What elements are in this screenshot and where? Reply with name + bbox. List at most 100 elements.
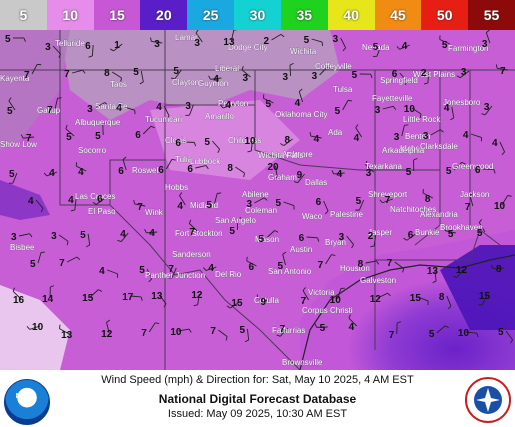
wind-speed-value: 3 (394, 132, 400, 143)
wind-barb (372, 45, 382, 57)
issued-time: Issued: May 09 2025, 10:30 AM EST (167, 408, 348, 420)
city-label: Dodge City (228, 43, 268, 52)
wind-speed-value: 3 (246, 199, 252, 210)
city-label: Albuquerque (75, 118, 121, 127)
noaa-logo-icon[interactable] (4, 379, 50, 425)
legend-cell-20: 20 (140, 0, 188, 30)
wind-speed-value: 7 (385, 195, 391, 206)
map-footer: Wind Speed (mph) & Direction for: Sat, M… (0, 370, 515, 427)
city-label: Guymon (198, 79, 228, 88)
wind-barb (314, 323, 328, 328)
city-label: Liberal (215, 64, 239, 73)
wind-speed-value: 6 (97, 194, 103, 205)
wind-barb (379, 198, 393, 204)
city-label: Wichita Falls (258, 151, 303, 160)
wind-speed-value: 3 (333, 34, 339, 45)
wind-speed-value: 4 (99, 266, 105, 277)
city-label: Socorro (78, 146, 107, 155)
low-wind-zone-north (60, 30, 340, 120)
wind-barb (394, 261, 405, 273)
wind-barb (485, 30, 491, 44)
wind-barb (13, 37, 26, 42)
wind-barb (478, 219, 486, 233)
wind-barb (144, 228, 158, 234)
wind-barb (18, 233, 33, 238)
legend-cell-35: 35 (280, 0, 328, 30)
wind-barb (280, 138, 293, 147)
wind-speed-value: 13 (427, 266, 439, 277)
wind-barb (165, 159, 176, 170)
wind-speed-value: 3 (312, 71, 318, 82)
wind-speed-value: 5 (276, 198, 282, 209)
wind-barb (65, 124, 75, 137)
wind-speed-value: 6 (158, 165, 164, 176)
wind-barb (102, 122, 107, 136)
wind-barb (399, 72, 408, 85)
wind-barb (293, 173, 305, 184)
wind-speed-value: 5 (320, 323, 326, 334)
city-label: Greenwood (452, 162, 493, 171)
wind-barb (263, 94, 274, 104)
wind-barb (481, 105, 493, 116)
wind-speed-value: 8 (496, 264, 502, 275)
city-label: Show Low (0, 140, 37, 149)
wind-barb (325, 254, 336, 265)
city-label: Benton (405, 132, 430, 141)
wind-speed-value: 15 (231, 298, 243, 309)
city-label: Galveston (360, 276, 396, 285)
wind-speed-value: 2 (368, 231, 374, 242)
wind-barb (450, 106, 455, 121)
wind-speed-value: 15 (479, 291, 491, 302)
wind-barb (35, 199, 44, 213)
wind-barb (323, 200, 329, 215)
wind-speed-value: 4 (402, 41, 408, 52)
wind-barbs (8, 30, 513, 344)
wind-barb (439, 35, 451, 45)
city-label: Tulsa (333, 85, 353, 94)
wind-speed-value: 5 (498, 327, 504, 338)
legend-cell-5: 5 (0, 0, 47, 30)
wind-barb (59, 324, 70, 335)
wind-speed-value: 5 (95, 131, 101, 142)
wind-barb (94, 102, 109, 109)
wind-barb (346, 235, 354, 249)
wind-barb (298, 88, 303, 103)
wind-barb (319, 66, 332, 76)
city-label: Roswell (132, 166, 160, 175)
city-labels: Telluride Lamar Dodge City Wichita Nevada Far… (0, 33, 494, 368)
city-label: Austin (290, 245, 312, 254)
legend-cell-45: 45 (374, 0, 422, 30)
nws-logo-icon[interactable] (465, 377, 511, 423)
wind-barb (122, 156, 127, 171)
wind-barb (436, 325, 449, 334)
city-label: Telluride (55, 39, 85, 48)
wind-barb (193, 293, 200, 307)
city-label: Las Cruces (75, 192, 115, 201)
wind-barb (306, 236, 320, 242)
wind-speed-value: 3 (242, 73, 248, 84)
wind-speed-value: 10 (170, 327, 182, 338)
city-label: Palestine (330, 210, 363, 219)
state-borders (0, 30, 515, 370)
wind-speed-value: 5 (304, 35, 310, 46)
city-label: Brookhaven (440, 223, 483, 232)
wind-speed-value: 6 (299, 233, 305, 244)
wind-barb (413, 158, 418, 172)
wind-speed-value: 5 (446, 166, 452, 177)
wind-barb (273, 165, 278, 180)
city-label: Natchitoches (390, 205, 436, 214)
wind-barb (163, 105, 170, 120)
wind-speed-value: 5 (9, 169, 15, 180)
wind-barb (37, 251, 46, 264)
wind-speed-value: 6 (175, 138, 181, 149)
city-label: Sanderson (172, 250, 211, 259)
wind-speed-value: 5 (259, 234, 265, 245)
city-label: Del Rio (215, 270, 242, 279)
city-label: Dallas (305, 178, 327, 187)
wind-speed-value: 5 (373, 42, 379, 53)
wind-barb (195, 30, 203, 43)
city-label: San Angelo (215, 216, 256, 225)
wind-speed-value: 6 (187, 164, 193, 175)
city-label: Clarksdale (420, 142, 458, 151)
